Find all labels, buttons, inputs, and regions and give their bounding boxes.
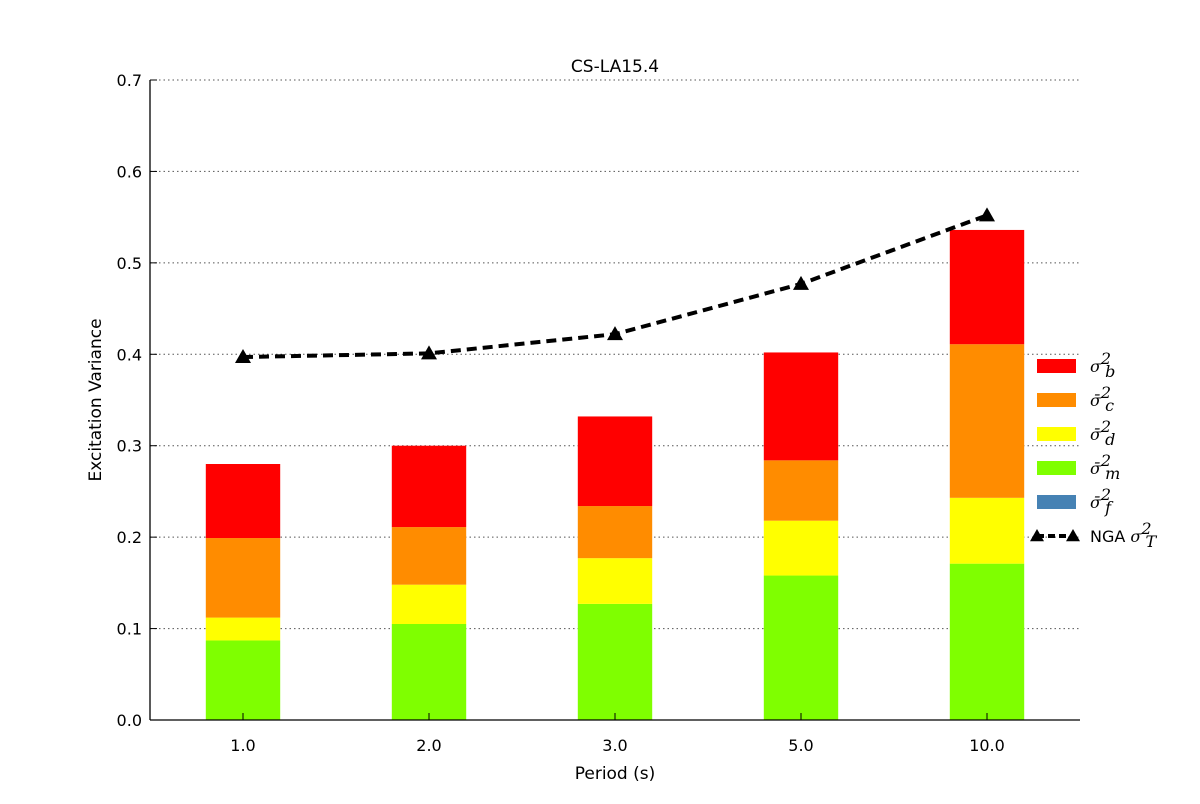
y-tick-label: 0.3 (117, 437, 142, 456)
legend-marker (1030, 529, 1044, 542)
legend-label: NGA σ2 T (1090, 519, 1158, 551)
nga-marker (235, 349, 251, 364)
legend-swatch (1037, 393, 1076, 407)
legend-swatch (1037, 359, 1076, 373)
bar-segment (763, 460, 839, 521)
x-tick-label: 5.0 (788, 736, 813, 755)
legend-label: σ̄2 m (1090, 451, 1120, 483)
legend-swatch (1037, 461, 1076, 475)
legend-label: σ̄2 d (1090, 417, 1115, 449)
bar-segment (577, 603, 653, 720)
bar-segment (949, 344, 1025, 498)
bars-layer (205, 229, 1025, 720)
legend-label: σ̄2 c (1090, 383, 1114, 415)
bar-segment (577, 416, 653, 507)
y-tick-label: 0.1 (117, 620, 142, 639)
bar-segment (205, 538, 281, 618)
legend-marker (1066, 529, 1080, 542)
bar-segment (949, 497, 1025, 564)
axes-layer: 0.0 0.1 0.2 0.3 0.4 0.5 0.6 0.7 1.0 2.0 3.0 5.0 10.0 (117, 71, 1080, 755)
bar-segment (205, 464, 281, 539)
bar-segment (391, 527, 467, 585)
bar-segment (949, 563, 1025, 720)
y-axis-title: Excitation Variance (86, 318, 106, 481)
y-tick-label: 0.6 (117, 162, 142, 181)
line-layer (235, 207, 995, 364)
legend-swatch (1037, 427, 1076, 441)
y-tick-label: 0.2 (117, 528, 142, 547)
legend-swatch (1037, 495, 1076, 509)
legend-label: σ̄2 f (1090, 485, 1114, 517)
nga-marker (793, 275, 809, 290)
nga-marker (421, 345, 437, 360)
bar-segment (391, 584, 467, 624)
x-axis-title: Period (s) (575, 764, 656, 784)
x-tick-label: 3.0 (602, 736, 627, 755)
y-tick-label: 0.4 (117, 345, 142, 364)
bar-segment (205, 640, 281, 720)
nga-marker (979, 207, 995, 222)
bar-segment (577, 558, 653, 604)
y-tick-label: 0.0 (117, 711, 142, 730)
bar-segment (391, 624, 467, 720)
nga-marker (607, 326, 623, 341)
bar-segment (763, 575, 839, 720)
chart-title: CS-LA15.4 (571, 57, 659, 77)
bar-segment (763, 520, 839, 576)
x-tick-label: 2.0 (416, 736, 441, 755)
bar-segment (391, 445, 467, 528)
bar-segment (205, 617, 281, 641)
bar-segment (949, 229, 1025, 345)
x-tick-label: 10.0 (969, 736, 1005, 755)
legend-label: σ2 b (1090, 349, 1115, 381)
bar-segment (577, 506, 653, 559)
y-tick-label: 0.7 (117, 71, 142, 90)
y-tick-label: 0.5 (117, 254, 142, 273)
bar-segment (763, 352, 839, 461)
x-tick-label: 1.0 (230, 736, 255, 755)
